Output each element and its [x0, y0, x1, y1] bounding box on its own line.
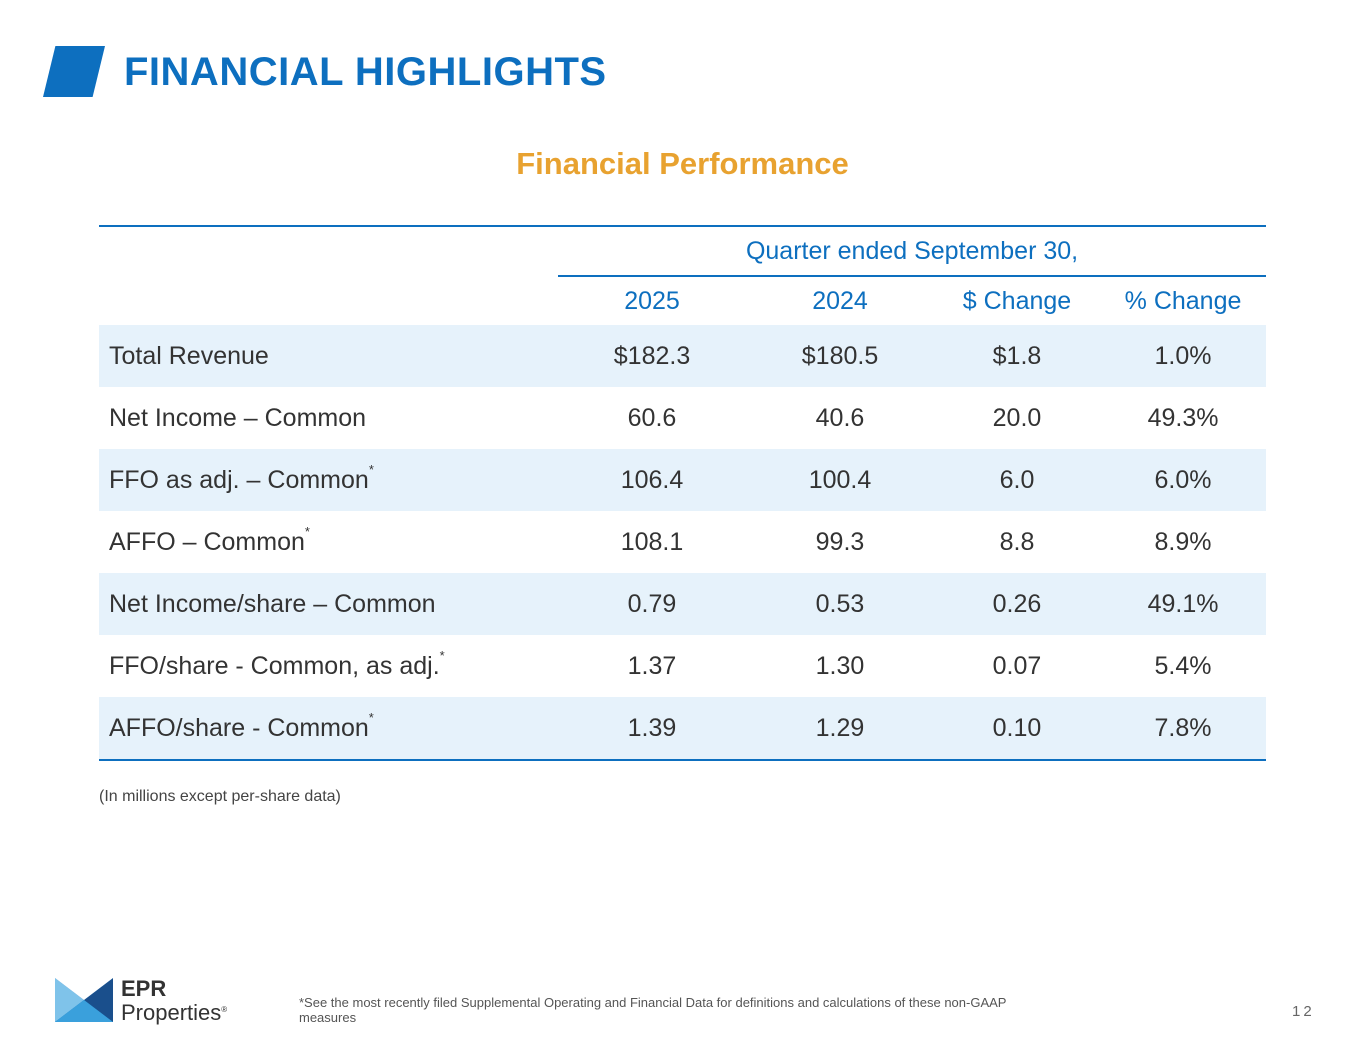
registered-mark: ®	[221, 1005, 228, 1014]
table-row: AFFO/share - Common* 1.39 1.29 0.10 7.8%	[99, 697, 1267, 761]
cell-dollar-change: 8.8	[999, 527, 1035, 556]
table-corner-cols	[99, 276, 558, 325]
footnote-marker: *	[368, 710, 374, 726]
cell-2025: 1.37	[627, 651, 677, 680]
quarter-group-header: Quarter ended September 30,	[558, 225, 1267, 277]
cell-2024: $180.5	[746, 325, 934, 387]
cell-2024: 1.30	[815, 651, 865, 680]
table-row: FFO/share - Common, as adj.* 1.37 1.30 0.07…	[99, 635, 1266, 697]
units-note: (In millions except per-share data)	[99, 788, 341, 805]
cell-2025: 108.1	[620, 527, 684, 556]
cell-dollar-change: 20.0	[992, 403, 1042, 432]
logo-text-properties: Properties®	[121, 1000, 228, 1025]
footnote-marker: *	[439, 648, 445, 664]
cell-2024: 0.53	[746, 573, 934, 635]
cell-dollar-change: 6.0	[934, 449, 1100, 511]
cell-percent-change: 49.1%	[1100, 573, 1267, 635]
cell-dollar-change: 0.26	[934, 573, 1100, 635]
row-label: AFFO/share - Common*	[99, 697, 558, 761]
cell-2025: 1.39	[558, 697, 746, 761]
cell-dollar-change: $1.8	[934, 325, 1100, 387]
table-row: Net Income – Common 60.6 40.6 20.0 49.3%	[99, 387, 1266, 449]
col-header-dollar-change: $ Change	[962, 286, 1072, 315]
row-label: Net Income/share – Common	[99, 573, 558, 635]
cell-2024: 99.3	[815, 527, 865, 556]
row-label: FFO/share - Common, as adj.*	[109, 648, 445, 680]
cell-percent-change: 6.0%	[1100, 449, 1267, 511]
footnote-marker: *	[368, 462, 374, 478]
cell-percent-change: 7.8%	[1100, 697, 1267, 761]
table-corner	[99, 225, 558, 276]
cell-dollar-change: 0.07	[992, 651, 1042, 680]
cell-percent-change: 49.3%	[1147, 403, 1219, 432]
cell-2024: 1.29	[746, 697, 934, 761]
epr-logo: EPR Properties®	[55, 976, 255, 1026]
cell-2025: 60.6	[627, 403, 677, 432]
cell-2025: $182.3	[558, 325, 746, 387]
footnote: *See the most recently filed Supplementa…	[299, 995, 1007, 1025]
section-title: Financial Performance	[516, 146, 849, 181]
page-number: 12	[1292, 1003, 1315, 1020]
row-label: AFFO – Common*	[109, 524, 310, 556]
logo-text-epr: EPR	[121, 976, 167, 1001]
financial-performance-table: Quarter ended September 30, 2025 2024 $ …	[99, 225, 1267, 761]
page-title: FINANCIAL HIGHLIGHTS	[124, 50, 607, 94]
table-row: FFO as adj. – Common* 106.4 100.4 6.0 6.0%	[99, 449, 1267, 511]
cell-percent-change: 5.4%	[1154, 651, 1212, 680]
row-label: Net Income – Common	[109, 403, 367, 432]
cell-2025: 0.79	[558, 573, 746, 635]
title-accent-shape	[43, 46, 105, 97]
col-header-percent-change: % Change	[1124, 286, 1242, 315]
cell-2024: 40.6	[815, 403, 865, 432]
cell-2025: 106.4	[558, 449, 746, 511]
row-label: Total Revenue	[99, 325, 558, 387]
table-row: Net Income/share – Common 0.79 0.53 0.26 49.…	[99, 573, 1267, 635]
footnote-marker: *	[304, 524, 310, 540]
row-label: FFO as adj. – Common*	[99, 449, 558, 511]
table-row: Total Revenue $182.3 $180.5 $1.8 1.0%	[99, 325, 1267, 387]
col-header-2025: 2025	[624, 286, 680, 315]
table-row: AFFO – Common* 108.1 99.3 8.8 8.9%	[99, 511, 1266, 573]
col-header-2024: 2024	[812, 286, 868, 315]
cell-percent-change: 8.9%	[1154, 527, 1212, 556]
epr-logo-icon	[55, 978, 113, 1022]
cell-dollar-change: 0.10	[934, 697, 1100, 761]
cell-percent-change: 1.0%	[1100, 325, 1267, 387]
cell-2024: 100.4	[746, 449, 934, 511]
